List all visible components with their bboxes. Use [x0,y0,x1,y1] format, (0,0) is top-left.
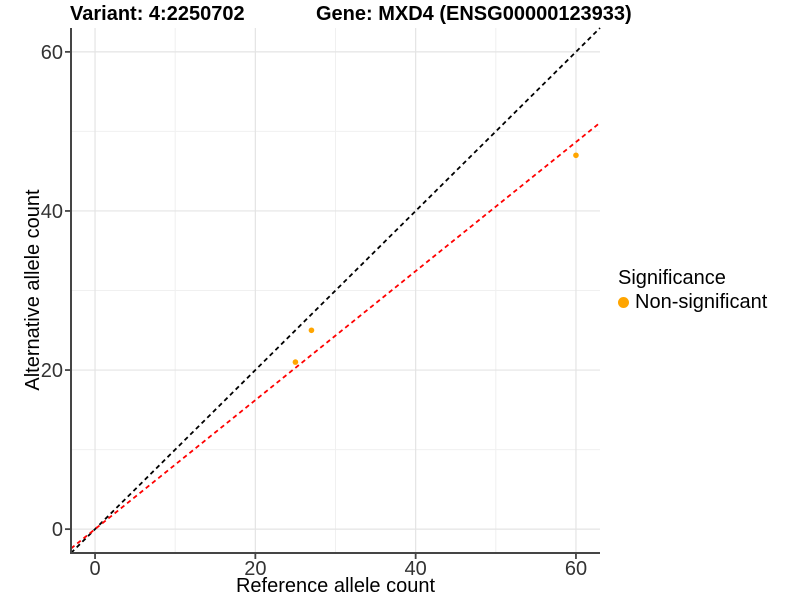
y-tick-label: 40 [41,201,63,223]
x-axis-title: Reference allele count [235,575,435,597]
x-tick-label: 40 [405,558,427,580]
y-tick-label: 0 [52,519,63,541]
y-tick-label: 20 [41,360,63,382]
legend-item-non-significant: Non-significant [618,291,767,314]
legend-item-label: Non-significant [635,291,768,313]
x-tick-label: 60 [565,558,587,580]
data-point [308,327,315,334]
legend: Significance Non-significant [618,266,767,314]
regression-line [70,122,601,550]
data-point [573,152,579,159]
legend-title: Significance [618,267,726,289]
plot-title-variant: Variant: 4:2250702 [70,3,245,25]
identity-line [70,27,601,554]
y-tick-label: 60 [41,42,63,64]
plot-title-gene: Gene: MXD4 (ENSG00000123933) [316,3,632,25]
x-tick-label: 20 [244,558,266,580]
data-point [292,359,299,365]
legend-point-circle-icon [618,297,629,308]
x-tick-label: 0 [89,558,100,580]
